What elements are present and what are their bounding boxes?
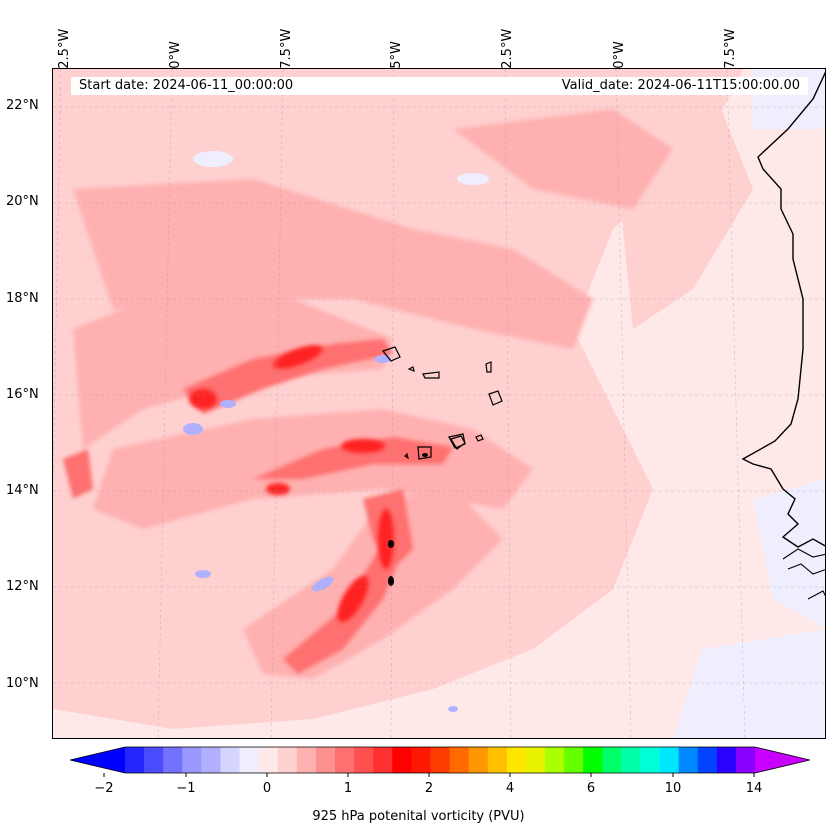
colorbar-tick-label: 4 — [505, 781, 515, 796]
colorbar-tick-label: 1 — [343, 781, 353, 796]
colorbar-swatch — [335, 747, 355, 773]
latitude-label-12n: 12°N — [6, 579, 39, 594]
colorbar-swatch — [315, 747, 336, 773]
colorbar — [70, 746, 810, 777]
graticule — [53, 69, 825, 738]
colorbar-swatch — [392, 747, 412, 773]
valid-date-label: Valid_date: 2024-06-11T15:00:00.00 — [561, 78, 800, 93]
colorbar-swatch — [430, 747, 451, 773]
colorbar-tick-label: 6 — [586, 781, 596, 796]
colorbar-swatch — [220, 747, 241, 773]
cape-verde-islands — [381, 346, 503, 460]
colorbar-swatch — [277, 747, 298, 773]
colorbar-swatch — [564, 747, 584, 773]
colorbar-tick-label: 2 — [424, 781, 434, 796]
colorbar-swatch — [545, 747, 565, 773]
colorbar-swatch — [735, 747, 756, 773]
colorbar-swatch — [296, 747, 317, 773]
latitude-label-10n: 10°N — [6, 676, 39, 691]
colorbar-tick-label: 10 — [664, 781, 682, 796]
colorbar-swatch — [621, 747, 642, 773]
sierra-leone-features — [388, 453, 428, 586]
colorbar-swatch — [125, 747, 145, 773]
colorbar-swatch — [411, 747, 432, 773]
pv-contour-map — [53, 69, 825, 738]
latitude-label-22n: 22°N — [6, 98, 39, 113]
colorbar-tick-label: −1 — [176, 781, 196, 796]
pv-region-negative — [183, 355, 787, 713]
latitude-label-16n: 16°N — [6, 387, 39, 402]
colorbar-swatch — [525, 747, 546, 773]
colorbar-swatch — [258, 747, 279, 773]
colorbar-swatch — [716, 747, 737, 773]
latitude-label-18n: 18°N — [6, 291, 39, 306]
colorbar-swatch — [144, 747, 164, 773]
colorbar-swatch — [659, 747, 680, 773]
colorbar-swatch — [373, 747, 393, 773]
colorbar-swatch — [487, 747, 508, 773]
colorbar-outline — [70, 746, 810, 774]
colorbar-swatch — [506, 747, 527, 773]
latitude-label-14n: 14°N — [6, 483, 39, 498]
colorbar-swatch — [640, 747, 661, 773]
colorbar-swatch — [201, 747, 222, 773]
pv-region-core — [189, 345, 394, 623]
colorbar-swatch — [678, 747, 699, 773]
colorbar-swatch — [468, 747, 489, 773]
colorbar-swatch — [697, 747, 718, 773]
africa-coastline — [741, 71, 825, 548]
colorbar-swatch — [182, 747, 202, 773]
latitude-label-20n: 20°N — [6, 194, 39, 209]
guinea-bissau-coast — [782, 548, 825, 600]
colorbar-swatch — [602, 747, 622, 773]
colorbar-swatch — [354, 747, 374, 773]
colorbar-swatch — [583, 747, 603, 773]
colorbar-title: 925 hPa potenital vorticity (PVU) — [312, 809, 525, 824]
colorbar-tick-label: 14 — [745, 781, 763, 796]
start-date-label: Start date: 2024-06-11_00:00:00 — [79, 78, 294, 93]
colorbar-extend-min — [70, 747, 125, 773]
colorbar-swatch — [449, 747, 470, 773]
colorbar-swatch — [163, 747, 183, 773]
date-info-bar: Start date: 2024-06-11_00:00:00 Valid_da… — [71, 77, 808, 95]
colorbar-tick-label: 0 — [262, 781, 272, 796]
map-panel — [52, 68, 826, 739]
colorbar-tick-label: −2 — [94, 781, 114, 796]
colorbar-extend-max — [755, 747, 810, 773]
colorbar-swatch — [239, 747, 260, 773]
pv-region-medium — [73, 109, 673, 679]
